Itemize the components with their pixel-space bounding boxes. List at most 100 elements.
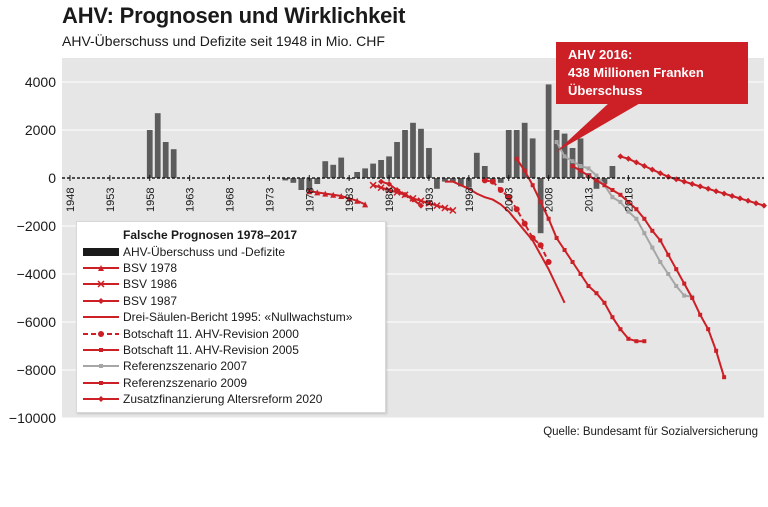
marker-x-stroke	[449, 206, 457, 214]
bar	[442, 178, 448, 182]
bar	[402, 130, 408, 178]
bar	[410, 122, 416, 178]
bar	[434, 178, 440, 189]
marker-x-stroke	[441, 204, 449, 212]
callout-pointer	[556, 102, 642, 152]
legend-swatch	[83, 330, 119, 337]
marker-square	[594, 178, 599, 183]
x-tick-label: 1948	[65, 188, 77, 212]
x-axis: 1948 1953 1958 1963 1968 1973 1978 1983 1988 1993…	[65, 175, 635, 212]
marker-square	[578, 272, 583, 276]
bar	[577, 138, 584, 178]
marker-square	[546, 216, 551, 221]
marker-square	[570, 159, 575, 164]
bar	[418, 128, 424, 178]
marker-x	[369, 181, 377, 189]
bar	[162, 142, 169, 178]
y-axis: 4000 2000 0 −2000 −4000 −6000 −8000 −10000	[9, 74, 764, 426]
legend-label: Referenzszenario 2007	[123, 359, 248, 374]
legend-swatch	[83, 364, 119, 369]
x-tick-label: 1983	[344, 188, 356, 212]
bar	[505, 130, 512, 178]
bar	[426, 148, 432, 178]
legend-label: Botschaft 11. AHV-Revision 2005	[123, 343, 299, 357]
legend-label: BSV 1978	[123, 261, 178, 275]
marker-square	[682, 293, 687, 298]
legend-swatch	[83, 280, 119, 288]
bar	[545, 84, 552, 178]
marker-square	[666, 252, 671, 257]
legend-label: BSV 1986	[123, 277, 178, 292]
marker-square	[642, 231, 647, 236]
legend-swatch	[83, 348, 119, 352]
callout-box: AHV 2016: 438 Millionen Franken Überschu…	[556, 42, 748, 104]
series-line	[481, 177, 552, 265]
marker-diamond	[410, 196, 416, 203]
legend-swatch	[83, 380, 119, 385]
series-line	[554, 140, 695, 299]
bar	[170, 149, 177, 178]
bar	[314, 178, 321, 184]
marker-square	[618, 192, 623, 197]
marker-triangle	[98, 265, 104, 271]
legend-item-bars: AHV-Überschuss und -Defizite	[81, 244, 285, 260]
marker-diamond	[705, 185, 712, 192]
bar	[457, 178, 464, 187]
marker-circle	[98, 330, 104, 337]
marker-diamond	[394, 187, 401, 193]
marker-square	[658, 238, 663, 243]
y-tick-label: −8000	[17, 362, 57, 378]
legend-label: BSV 1987	[123, 293, 178, 308]
marker-square	[554, 236, 559, 240]
marker-square	[578, 168, 583, 173]
marker-square	[706, 327, 711, 332]
legend-swatch	[83, 265, 119, 271]
x-tick-label: 1968	[225, 188, 237, 212]
marker-square	[538, 200, 543, 204]
marker-x-stroke	[97, 280, 105, 288]
marker-triangle	[346, 195, 353, 202]
bar	[465, 178, 472, 188]
bar	[330, 164, 337, 178]
marker-square	[642, 216, 647, 221]
marker-square	[522, 168, 527, 173]
marker-diamond	[633, 159, 640, 166]
legend-swatch	[83, 396, 119, 403]
bar	[370, 163, 376, 178]
marker-diamond	[681, 178, 688, 185]
callout-line-2: 438 Millionen Franken	[568, 65, 704, 80]
bar	[394, 142, 400, 178]
marker-circle	[545, 259, 552, 265]
marker-diamond	[729, 193, 736, 199]
marker-square	[602, 300, 607, 305]
bar	[298, 178, 305, 190]
series-line	[617, 153, 767, 209]
marker-square	[610, 315, 615, 320]
marker-circle	[505, 194, 512, 201]
bar	[322, 161, 329, 178]
marker-x	[433, 202, 441, 210]
marker-circle	[521, 220, 528, 227]
marker-square	[634, 216, 639, 221]
chart-subtitle: AHV-Überschuss und Defizite seit 1948 in…	[62, 33, 385, 49]
marker-x-stroke	[385, 186, 393, 194]
bar	[386, 156, 392, 178]
series-line	[514, 156, 647, 344]
marker-square	[610, 195, 615, 200]
legend-item: Botschaft 11. AHV-Revision 2000	[81, 326, 299, 342]
marker-x-stroke	[417, 197, 425, 205]
marker-square	[650, 228, 655, 233]
marker-square	[682, 281, 687, 286]
legend-item: Drei-Säulen-Bericht 1995: «Nullwachstum»	[81, 309, 352, 325]
legend-item: BSV 1978	[81, 260, 177, 276]
marker-square	[514, 156, 519, 161]
marker-triangle	[306, 188, 313, 195]
legend-swatch-bars	[83, 248, 119, 256]
legend-item: BSV 1986	[81, 276, 177, 292]
chart-title: AHV: Prognosen und Wirklichkeit	[62, 3, 406, 28]
legend: Falsche Prognosen 1978–2017 AHV-Überschu…	[76, 221, 386, 413]
marker-square	[610, 188, 615, 192]
bar	[154, 113, 161, 178]
bar	[362, 168, 369, 178]
line-series	[306, 140, 767, 380]
